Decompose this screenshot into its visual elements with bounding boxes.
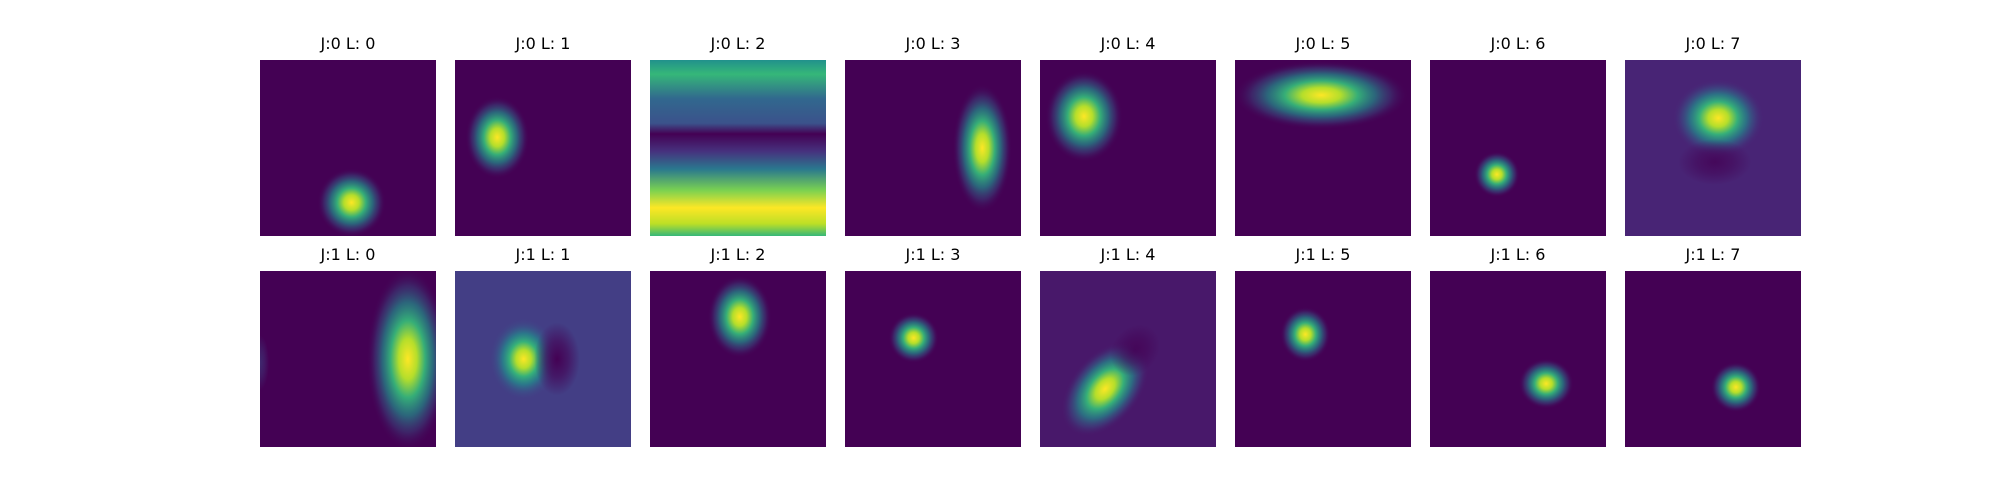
heatmap-peak xyxy=(1474,151,1520,198)
heatmap-panel xyxy=(455,60,631,236)
panel-title: J:1 L: 7 xyxy=(1685,245,1741,264)
heatmap-image xyxy=(650,60,826,236)
heatmap-image xyxy=(260,60,436,236)
heatmap-peak xyxy=(707,275,772,358)
heatmap-bands xyxy=(650,60,826,236)
heatmap-background xyxy=(1430,60,1606,236)
heatmap-peak xyxy=(1672,79,1765,157)
panel-title: J:1 L: 5 xyxy=(1295,245,1351,264)
heatmap-trough xyxy=(1110,324,1160,376)
panel-title: J:0 L: 7 xyxy=(1685,34,1741,53)
heatmap-trough xyxy=(534,322,580,396)
panel-title: J:0 L: 1 xyxy=(515,34,571,53)
heatmap-peak xyxy=(465,96,530,179)
heatmap-peak xyxy=(888,312,939,364)
heatmap-panel xyxy=(1040,271,1216,447)
heatmap-panel xyxy=(1235,271,1411,447)
heatmap-peak xyxy=(1518,358,1574,409)
panel-title: J:1 L: 0 xyxy=(320,245,376,264)
heatmap-peak xyxy=(1280,306,1331,362)
heatmap-panel xyxy=(260,271,436,447)
heatmap-peak xyxy=(317,168,386,236)
heatmap-image xyxy=(455,271,631,447)
heatmap-peak xyxy=(952,83,1013,213)
heatmap-image xyxy=(260,271,436,447)
heatmap-image xyxy=(1040,60,1216,236)
heatmap-image xyxy=(1625,271,1801,447)
heatmap-panel xyxy=(260,60,436,236)
heatmap-panel xyxy=(1430,271,1606,447)
heatmap-panel xyxy=(1625,271,1801,447)
panel-title: J:1 L: 1 xyxy=(515,245,571,264)
heatmap-panel xyxy=(1040,60,1216,236)
heatmap-image xyxy=(650,271,826,447)
heatmap-peak xyxy=(1235,60,1409,130)
heatmap-image xyxy=(1430,271,1606,447)
panel-title: J:1 L: 6 xyxy=(1490,245,1546,264)
panel-title: J:0 L: 5 xyxy=(1295,34,1351,53)
heatmap-background xyxy=(845,271,1021,447)
heatmap-panel xyxy=(845,60,1021,236)
panel-title: J:1 L: 4 xyxy=(1100,245,1156,264)
heatmap-peak xyxy=(366,271,436,447)
heatmap-image xyxy=(1235,60,1411,236)
heatmap-panel xyxy=(455,271,631,447)
heatmap-image xyxy=(845,60,1021,236)
heatmap-image xyxy=(1040,271,1216,447)
heatmap-peak xyxy=(1045,70,1123,163)
heatmap-panel xyxy=(845,271,1021,447)
heatmap-trough xyxy=(260,335,270,390)
heatmap-panel xyxy=(650,60,826,236)
heatmap-panel xyxy=(650,271,826,447)
panel-title: J:0 L: 2 xyxy=(710,34,766,53)
heatmap-peak xyxy=(1710,361,1762,413)
heatmap-background xyxy=(1625,271,1801,447)
heatmap-image xyxy=(455,60,631,236)
panel-title: J:1 L: 2 xyxy=(710,245,766,264)
heatmap-background xyxy=(1430,271,1606,447)
panel-title: J:0 L: 0 xyxy=(320,34,376,53)
heatmap-panel xyxy=(1235,60,1411,236)
heatmap-panel xyxy=(1625,60,1801,236)
heatmap-image xyxy=(1235,271,1411,447)
heatmap-image xyxy=(1625,60,1801,236)
heatmap-background xyxy=(1235,271,1411,447)
panel-title: J:1 L: 3 xyxy=(905,245,961,264)
heatmap-image xyxy=(845,271,1021,447)
panel-title: J:0 L: 6 xyxy=(1490,34,1546,53)
heatmap-trough xyxy=(1678,139,1752,185)
panel-title: J:0 L: 4 xyxy=(1100,34,1156,53)
panel-title: J:0 L: 3 xyxy=(905,34,961,53)
heatmap-panel xyxy=(1430,60,1606,236)
heatmap-image xyxy=(1430,60,1606,236)
